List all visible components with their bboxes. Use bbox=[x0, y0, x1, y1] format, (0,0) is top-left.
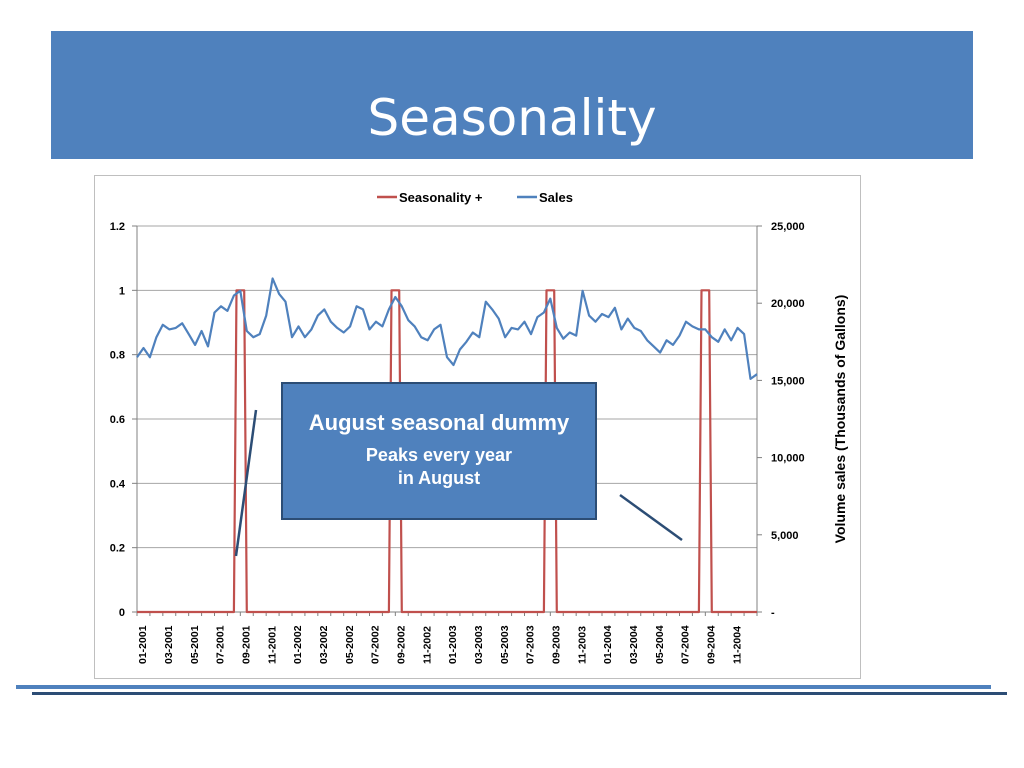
left-tick-label: 1 bbox=[119, 285, 125, 297]
series-line-seasonality bbox=[137, 289, 757, 614]
title-banner: Seasonality bbox=[51, 31, 973, 159]
callout-headline: August seasonal dummy bbox=[308, 410, 570, 435]
x-tick-label: 03-2003 bbox=[473, 625, 485, 664]
right-tick-label: - bbox=[771, 607, 775, 619]
x-tick-label: 09-2002 bbox=[396, 625, 408, 664]
x-tick-label: 11-2002 bbox=[421, 626, 433, 664]
left-tick-label: 0.2 bbox=[110, 543, 125, 555]
axes: 0 0.2 0.4 0.6 0.8 1 1.2 - 5,000 10,000 15,000 20,00… bbox=[110, 221, 848, 664]
x-tick-label: 05-2002 bbox=[344, 625, 356, 664]
x-tick-label: 11-2004 bbox=[731, 626, 743, 664]
x-tick-label: 07-2001 bbox=[215, 625, 227, 664]
x-tick-label: 03-2001 bbox=[163, 625, 175, 664]
x-tick-label: 11-2003 bbox=[576, 626, 588, 664]
right-tick-label: 15,000 bbox=[771, 375, 805, 387]
x-tick-label: 07-2003 bbox=[525, 625, 537, 664]
legend-label: Seasonality + bbox=[399, 190, 483, 205]
leader-line-right bbox=[619, 493, 683, 542]
right-tick-label: 25,000 bbox=[771, 221, 805, 233]
left-tick-label: 0.6 bbox=[110, 414, 125, 426]
x-tick-label: 03-2002 bbox=[318, 625, 330, 664]
right-axis-title: Volume sales (Thousands of Gallons) bbox=[832, 295, 848, 544]
left-tick-label: 1.2 bbox=[110, 221, 125, 233]
left-tick-label: 0.8 bbox=[110, 350, 125, 362]
x-tick-label: 01-2004 bbox=[602, 625, 614, 664]
left-tick-label: 0.4 bbox=[110, 478, 126, 490]
x-tick-label: 07-2002 bbox=[370, 625, 382, 664]
chart-legend: Seasonality + Sales bbox=[377, 190, 573, 205]
x-tick-label: 01-2002 bbox=[292, 625, 304, 664]
footer-bar-top bbox=[16, 685, 991, 689]
series-layer bbox=[136, 277, 758, 614]
right-tick-label: 10,000 bbox=[771, 453, 805, 465]
callout-box: August seasonal dummy Peaks every year i… bbox=[281, 382, 597, 520]
x-tick-label: 05-2003 bbox=[499, 625, 511, 664]
x-tick-label: 03-2004 bbox=[628, 625, 640, 664]
footer-bar-bottom bbox=[32, 692, 1007, 695]
slide-title: Seasonality bbox=[367, 89, 657, 147]
chart-frame: 0 0.2 0.4 0.6 0.8 1 1.2 - 5,000 10,000 15,000 20,00… bbox=[94, 175, 861, 679]
callout-subtext: Peaks every year in August bbox=[365, 445, 513, 489]
leader-lines bbox=[234, 409, 683, 557]
x-tick-label: 01-2003 bbox=[447, 625, 459, 664]
x-tick-label: 09-2003 bbox=[551, 625, 563, 664]
left-tick-label: 0 bbox=[119, 607, 125, 619]
x-tick-label: 05-2004 bbox=[654, 625, 666, 664]
x-tick-label: 01-2001 bbox=[137, 625, 149, 664]
x-tick-label: 11-2001 bbox=[266, 626, 278, 664]
legend-label: Sales bbox=[539, 190, 573, 205]
chart-svg: 0 0.2 0.4 0.6 0.8 1 1.2 - 5,000 10,000 15,000 20,00… bbox=[110, 190, 848, 664]
right-tick-label: 5,000 bbox=[771, 530, 799, 542]
leader-line-left bbox=[234, 409, 258, 557]
series-line-sales bbox=[136, 277, 758, 380]
x-tick-label: 09-2001 bbox=[241, 625, 253, 664]
x-tick-label: 07-2004 bbox=[680, 625, 692, 664]
right-tick-label: 20,000 bbox=[771, 298, 805, 310]
x-tick-label: 05-2001 bbox=[189, 625, 201, 664]
x-tick-label: 09-2004 bbox=[706, 625, 718, 664]
